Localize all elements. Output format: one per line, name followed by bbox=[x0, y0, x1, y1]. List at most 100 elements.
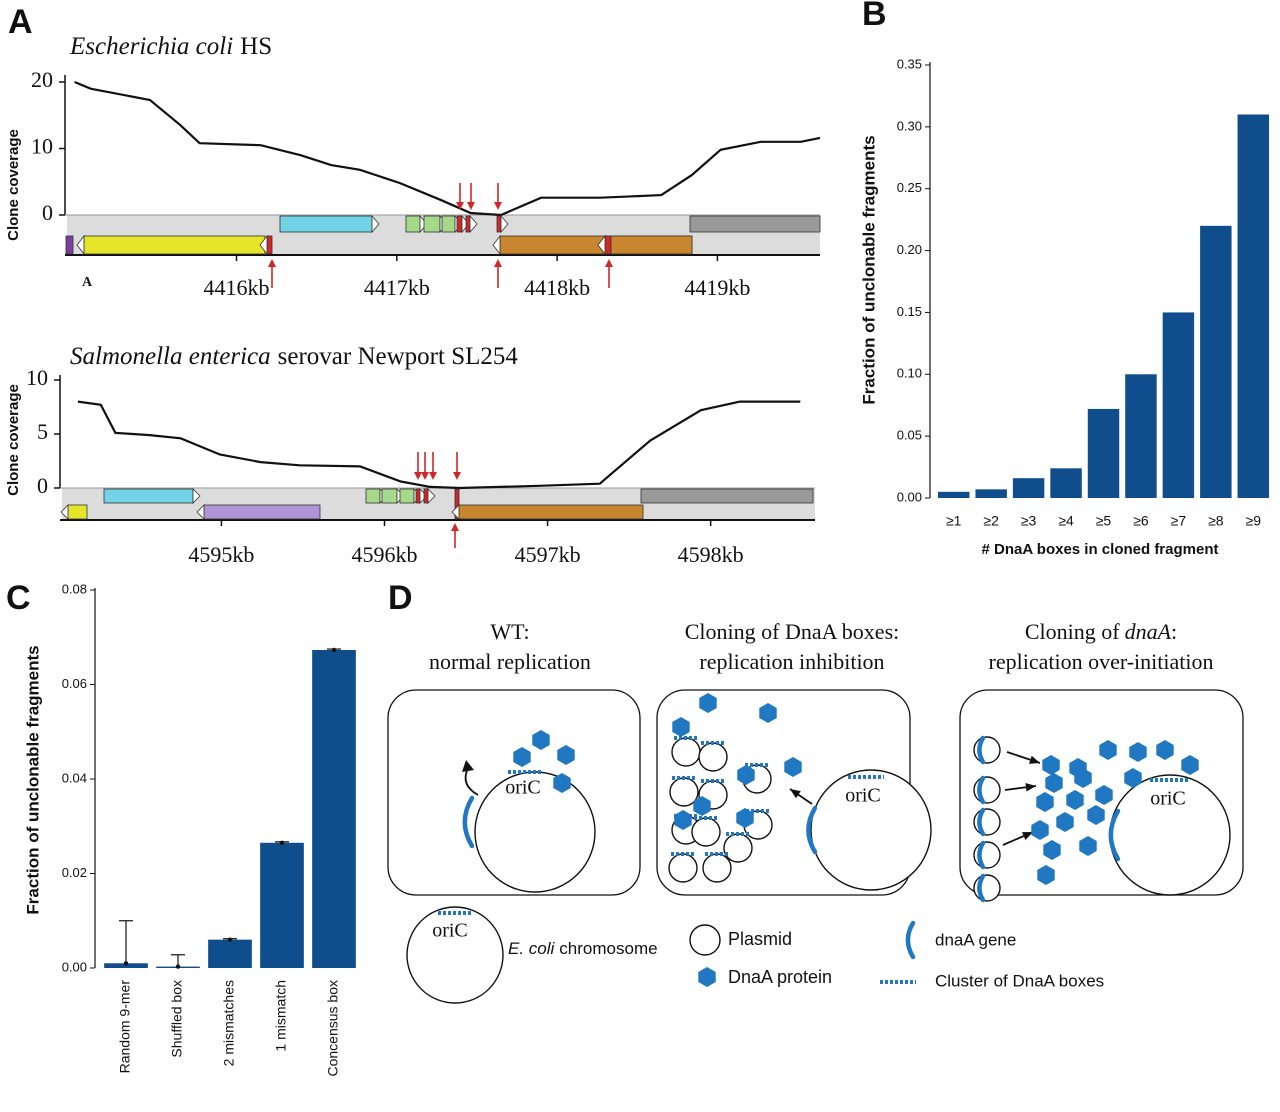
dnaa-protein bbox=[553, 773, 571, 793]
chart-title: Escherichia coli HS bbox=[69, 33, 272, 60]
plasmid bbox=[698, 742, 728, 772]
dnaa-protein bbox=[698, 967, 716, 987]
dnaa-protein bbox=[1056, 812, 1074, 832]
cell-title: replication inhibition bbox=[699, 649, 884, 674]
dnaa-gene bbox=[977, 807, 986, 837]
y-tick-label: 0.00 bbox=[897, 489, 922, 504]
dnaa-gene bbox=[977, 873, 986, 903]
y-tick-label: 0.05 bbox=[897, 428, 922, 443]
y-axis-label: Fraction of unclonable fragments bbox=[23, 645, 42, 914]
gene bbox=[423, 215, 441, 233]
title-part: Cloning of bbox=[1025, 619, 1120, 644]
chromosome bbox=[406, 906, 504, 1004]
bar bbox=[1050, 468, 1082, 498]
x-tick-label: ≥7 bbox=[1171, 513, 1187, 529]
bar bbox=[1012, 478, 1045, 498]
x-tick-label: 4597kb bbox=[515, 542, 581, 567]
gene-arrow bbox=[196, 504, 205, 520]
plasmid bbox=[691, 817, 721, 847]
cell-title: WT: bbox=[490, 619, 529, 644]
gene bbox=[496, 215, 502, 233]
dnaa-gene bbox=[905, 920, 916, 960]
gene bbox=[640, 488, 814, 504]
dnaa-protein bbox=[1087, 805, 1105, 825]
gene bbox=[604, 235, 612, 255]
site-arrowhead bbox=[494, 202, 502, 210]
bar bbox=[975, 489, 1007, 498]
bar bbox=[1237, 114, 1270, 498]
panel-label: B bbox=[862, 0, 887, 33]
panel-note: A bbox=[82, 275, 93, 290]
bar bbox=[1200, 225, 1232, 499]
title-italic: Salmonella enterica bbox=[70, 343, 271, 370]
bar bbox=[260, 842, 304, 968]
plasmid bbox=[671, 737, 701, 767]
dnaa-protein bbox=[1079, 836, 1097, 856]
panel-label: C bbox=[6, 579, 31, 617]
coverage-line bbox=[77, 400, 801, 490]
x-tick-label: Random 9-mer bbox=[117, 980, 133, 1074]
x-tick-label: ≥4 bbox=[1058, 513, 1074, 529]
dnaa-protein bbox=[699, 693, 717, 713]
dnaa-protein bbox=[1043, 840, 1061, 860]
cell-title: Cloning of DnaA boxes: bbox=[685, 619, 900, 644]
dnaa-protein bbox=[736, 808, 754, 828]
dnaa-protein bbox=[784, 757, 802, 777]
ori-label: oriC bbox=[1150, 788, 1186, 810]
x-tick-label: 4419kb bbox=[684, 275, 750, 300]
dnaa-protein bbox=[513, 747, 531, 767]
gene bbox=[365, 488, 381, 504]
dnaa-protein bbox=[737, 765, 755, 785]
title-part: replication over-initiation bbox=[989, 649, 1214, 674]
y-tick-label: 0.25 bbox=[897, 180, 922, 195]
gene-arrow bbox=[500, 214, 509, 234]
dnaa-protein bbox=[1099, 740, 1117, 760]
dnaa-protein bbox=[1037, 865, 1055, 885]
dnaa-gene bbox=[806, 805, 818, 855]
gene-arrow bbox=[76, 234, 85, 256]
bar bbox=[937, 491, 970, 498]
y-axis-label: Clone coverage bbox=[5, 384, 22, 496]
legend-label: DnaA protein bbox=[728, 967, 832, 987]
bar bbox=[312, 650, 356, 968]
x-tick-label: 4418kb bbox=[524, 275, 590, 300]
x-tick-label: ≥8 bbox=[1208, 513, 1224, 529]
x-tick-label: ≥5 bbox=[1096, 513, 1112, 529]
site-arrowhead bbox=[467, 202, 475, 210]
x-tick-label: ≥3 bbox=[1021, 513, 1037, 529]
gene bbox=[458, 504, 644, 520]
gene-arrow bbox=[597, 234, 606, 256]
x-tick-label: 2 mismatches bbox=[221, 980, 237, 1066]
y-tick-label: 10 bbox=[26, 365, 48, 390]
y-tick-label: 5 bbox=[37, 419, 48, 444]
dnaa-protein bbox=[1031, 820, 1049, 840]
y-tick-label: 0.06 bbox=[62, 676, 87, 691]
site-arrowhead bbox=[494, 259, 502, 267]
y-axis-label: Clone coverage bbox=[5, 129, 22, 241]
cell-title: replication over-initiation bbox=[989, 649, 1214, 674]
dnaa-protein bbox=[693, 796, 711, 816]
chromosome bbox=[810, 769, 932, 891]
title-part: WT: bbox=[490, 619, 529, 644]
title-part: dnaA bbox=[1125, 619, 1172, 644]
legend-rest: chromosome bbox=[559, 939, 657, 958]
dnaa-gene bbox=[977, 840, 986, 870]
gene bbox=[266, 235, 273, 255]
x-tick-label: ≥2 bbox=[983, 513, 999, 529]
gene bbox=[465, 215, 471, 233]
gene bbox=[279, 215, 373, 233]
arrowhead bbox=[790, 789, 801, 799]
arrowhead bbox=[1022, 832, 1033, 840]
ori-label: oriC bbox=[432, 920, 468, 942]
title-italic: Escherichia coli bbox=[69, 33, 233, 60]
dnaa-gene bbox=[977, 775, 986, 805]
mean-dot bbox=[123, 961, 129, 966]
y-tick-label: 0.10 bbox=[897, 366, 922, 381]
gene-arrow bbox=[451, 504, 460, 520]
title-part: Cloning of DnaA boxes: bbox=[685, 619, 900, 644]
gene-arrow bbox=[259, 234, 268, 256]
site-arrowhead bbox=[451, 523, 459, 531]
y-tick-label: 0.20 bbox=[897, 242, 922, 257]
y-tick-label: 0.35 bbox=[897, 56, 922, 71]
x-tick-label: 4416kb bbox=[204, 275, 270, 300]
